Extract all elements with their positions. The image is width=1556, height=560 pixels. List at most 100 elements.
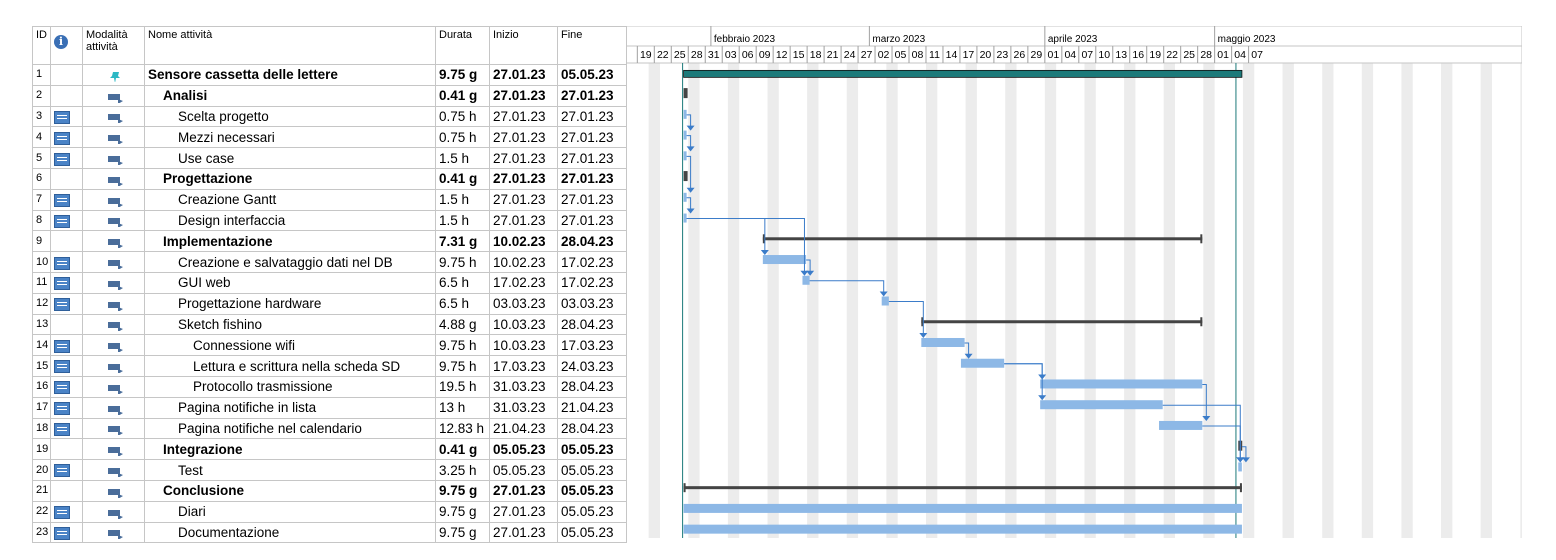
- task-bar[interactable]: [683, 151, 687, 161]
- summary-bar[interactable]: [683, 171, 688, 182]
- row-task-name[interactable]: Pagina notifiche nel calendario: [144, 417, 436, 440]
- row-end[interactable]: 27.01.23: [557, 84, 627, 107]
- row-task-mode[interactable]: [82, 84, 145, 107]
- row-duration[interactable]: 0.41 g: [435, 167, 490, 190]
- column-header-task-name[interactable]: Nome attività: [144, 26, 436, 65]
- row-task-mode[interactable]: [82, 230, 145, 253]
- task-row[interactable]: 23 Documentazione 9.75 g 27.01.23 05.05.23: [32, 521, 627, 544]
- row-task-name[interactable]: GUI web: [144, 271, 436, 294]
- row-task-name[interactable]: Documentazione: [144, 521, 436, 544]
- task-row[interactable]: 3 Scelta progetto 0.75 h 27.01.23 27.01.23: [32, 105, 627, 128]
- task-row[interactable]: 2 Analisi 0.41 g 27.01.23 27.01.23: [32, 84, 627, 107]
- row-task-mode[interactable]: [82, 375, 145, 398]
- column-header-indicators[interactable]: i: [50, 26, 83, 65]
- table-indicator-icon[interactable]: [54, 506, 70, 520]
- table-indicator-icon[interactable]: [54, 194, 70, 208]
- task-row[interactable]: 8 Design interfaccia 1.5 h 27.01.23 27.01.23: [32, 209, 627, 232]
- row-start[interactable]: 27.01.23: [489, 500, 558, 523]
- row-end[interactable]: 24.03.23: [557, 355, 627, 377]
- row-end[interactable]: 05.05.23: [557, 64, 627, 86]
- row-start[interactable]: 10.03.23: [489, 334, 558, 357]
- row-end[interactable]: 17.02.23: [557, 271, 627, 294]
- task-row[interactable]: 10 Creazione e salvataggio dati nel DB 9.7…: [32, 251, 627, 273]
- row-end[interactable]: 28.04.23: [557, 375, 627, 398]
- row-task-name[interactable]: Connessione wifi: [144, 334, 436, 357]
- row-task-mode[interactable]: [82, 313, 145, 336]
- row-duration[interactable]: 4.88 g: [435, 313, 490, 336]
- row-start[interactable]: 27.01.23: [489, 188, 558, 211]
- task-bar[interactable]: [683, 130, 687, 140]
- row-id[interactable]: 2: [32, 84, 51, 107]
- table-indicator-icon[interactable]: [54, 277, 70, 291]
- row-task-name[interactable]: Scelta progetto: [144, 105, 436, 128]
- month-label[interactable]: febbraio 2023: [714, 34, 776, 45]
- row-id[interactable]: 18: [32, 417, 51, 440]
- table-indicator-icon[interactable]: [54, 381, 70, 395]
- row-start[interactable]: 17.02.23: [489, 271, 558, 294]
- table-indicator-icon[interactable]: [54, 152, 70, 166]
- row-start[interactable]: 27.01.23: [489, 167, 558, 190]
- task-row[interactable]: 20 Test 3.25 h 05.05.23 05.05.23: [32, 459, 627, 481]
- row-task-mode[interactable]: [82, 500, 145, 523]
- task-row[interactable]: 12 Progettazione hardware 6.5 h 03.03.23 03.…: [32, 292, 627, 315]
- row-task-mode[interactable]: [82, 126, 145, 149]
- row-duration[interactable]: 0.75 h: [435, 105, 490, 128]
- row-end[interactable]: 05.05.23: [557, 500, 627, 523]
- row-start[interactable]: 27.01.23: [489, 126, 558, 149]
- row-end[interactable]: 17.03.23: [557, 334, 627, 357]
- row-task-mode[interactable]: [82, 355, 145, 377]
- row-task-name[interactable]: Pagina notifiche in lista: [144, 396, 436, 419]
- row-task-mode[interactable]: [82, 334, 145, 357]
- row-start[interactable]: 31.03.23: [489, 396, 558, 419]
- row-duration[interactable]: 9.75 g: [435, 521, 490, 544]
- task-row[interactable]: 9 Implementazione 7.31 g 10.02.23 28.04.23: [32, 230, 627, 253]
- row-task-mode[interactable]: [82, 396, 145, 419]
- column-header-duration[interactable]: Durata: [435, 26, 490, 65]
- row-end[interactable]: 17.02.23: [557, 251, 627, 273]
- row-start[interactable]: 27.01.23: [489, 147, 558, 169]
- row-start[interactable]: 05.05.23: [489, 438, 558, 461]
- row-duration[interactable]: 9.75 g: [435, 64, 490, 86]
- row-start[interactable]: 27.01.23: [489, 209, 558, 232]
- table-indicator-icon[interactable]: [54, 131, 70, 145]
- row-task-mode[interactable]: [82, 459, 145, 481]
- task-bar[interactable]: [921, 337, 965, 347]
- task-bar[interactable]: [683, 524, 1242, 534]
- table-indicator-icon[interactable]: [54, 110, 70, 124]
- row-task-name[interactable]: Creazione Gantt: [144, 188, 436, 211]
- row-id[interactable]: 8: [32, 209, 51, 232]
- row-duration[interactable]: 6.5 h: [435, 271, 490, 294]
- row-task-name[interactable]: Conclusione: [144, 479, 436, 502]
- row-start[interactable]: 27.01.23: [489, 105, 558, 128]
- row-start[interactable]: 27.01.23: [489, 84, 558, 107]
- summary-bar[interactable]: [762, 237, 1203, 241]
- row-task-mode[interactable]: [82, 188, 145, 211]
- row-task-name[interactable]: Sketch fishino: [144, 313, 436, 336]
- row-start[interactable]: 10.02.23: [489, 251, 558, 273]
- row-task-mode[interactable]: [82, 64, 145, 86]
- row-id[interactable]: 15: [32, 355, 51, 377]
- task-row[interactable]: 19 Integrazione 0.41 g 05.05.23 05.05.23: [32, 438, 627, 461]
- row-task-mode[interactable]: [82, 209, 145, 232]
- task-row[interactable]: 1 Sensore cassetta delle lettere 9.75 g 27.…: [32, 64, 627, 86]
- row-duration[interactable]: 9.75 h: [435, 251, 490, 273]
- task-bar[interactable]: [683, 503, 1242, 513]
- column-header-id[interactable]: ID: [32, 26, 51, 65]
- row-id[interactable]: 11: [32, 271, 51, 294]
- table-indicator-icon[interactable]: [54, 464, 70, 478]
- row-id[interactable]: 12: [32, 292, 51, 315]
- task-bar[interactable]: [1159, 420, 1203, 430]
- row-task-mode[interactable]: [82, 147, 145, 169]
- row-task-mode[interactable]: [82, 105, 145, 128]
- task-row[interactable]: 13 Sketch fishino 4.88 g 10.03.23 28.04.23: [32, 313, 627, 336]
- row-duration[interactable]: 1.5 h: [435, 188, 490, 211]
- task-row[interactable]: 6 Progettazione 0.41 g 27.01.23 27.01.23: [32, 167, 627, 190]
- row-id[interactable]: 5: [32, 147, 51, 169]
- row-start[interactable]: 27.01.23: [489, 64, 558, 86]
- row-duration[interactable]: 6.5 h: [435, 292, 490, 315]
- row-task-name[interactable]: Diari: [144, 500, 436, 523]
- task-bar[interactable]: [802, 275, 810, 285]
- task-bar[interactable]: [1238, 462, 1242, 472]
- row-task-name[interactable]: Implementazione: [144, 230, 436, 253]
- task-bar[interactable]: [762, 255, 807, 265]
